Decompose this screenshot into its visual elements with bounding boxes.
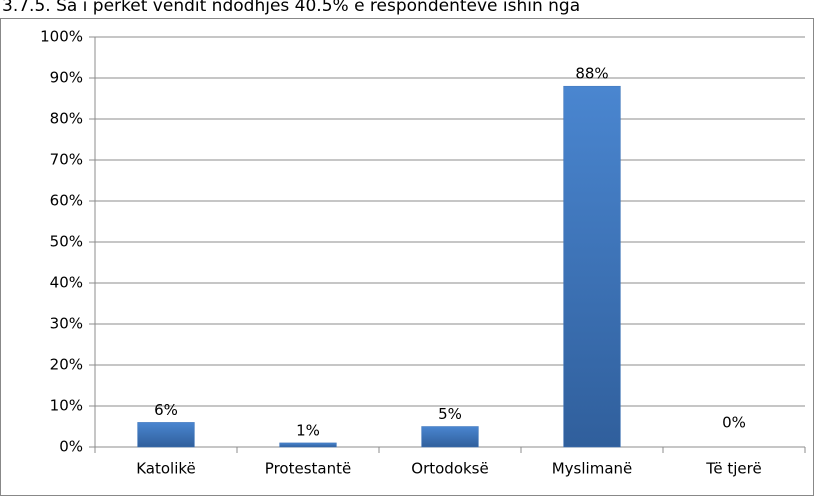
- y-tick-label: 50%: [50, 233, 83, 251]
- y-tick-label: 90%: [50, 69, 83, 87]
- x-tick-label: Protestantë: [265, 460, 351, 478]
- value-label: 6%: [154, 401, 178, 419]
- bar: [137, 422, 195, 448]
- value-label: 88%: [575, 65, 608, 83]
- bar: [279, 442, 337, 448]
- y-tick-label: 10%: [50, 397, 83, 415]
- y-tick-label: 20%: [50, 356, 83, 374]
- value-label: 1%: [296, 421, 320, 439]
- caption: 3.7.5. Sa i përket vendit ndodhjes 40.5%…: [2, 0, 580, 16]
- x-tick-label: Të tjerë: [705, 460, 761, 478]
- x-tick-label: Myslimanë: [552, 460, 633, 478]
- y-tick-label: 40%: [50, 274, 83, 292]
- bar: [563, 85, 621, 448]
- value-label: 0%: [722, 414, 746, 432]
- y-tick-label: 80%: [50, 110, 83, 128]
- x-tick-label: Katolikë: [136, 460, 196, 478]
- chart-border: [0, 18, 814, 496]
- y-tick-label: 100%: [40, 28, 83, 46]
- value-label: 5%: [438, 405, 462, 423]
- y-tick-label: 70%: [50, 151, 83, 169]
- y-tick-label: 30%: [50, 315, 83, 333]
- x-tick-label: Ortodoksë: [411, 460, 488, 478]
- bar: [421, 426, 479, 448]
- y-tick-label: 0%: [59, 438, 83, 456]
- y-tick-label: 60%: [50, 192, 83, 210]
